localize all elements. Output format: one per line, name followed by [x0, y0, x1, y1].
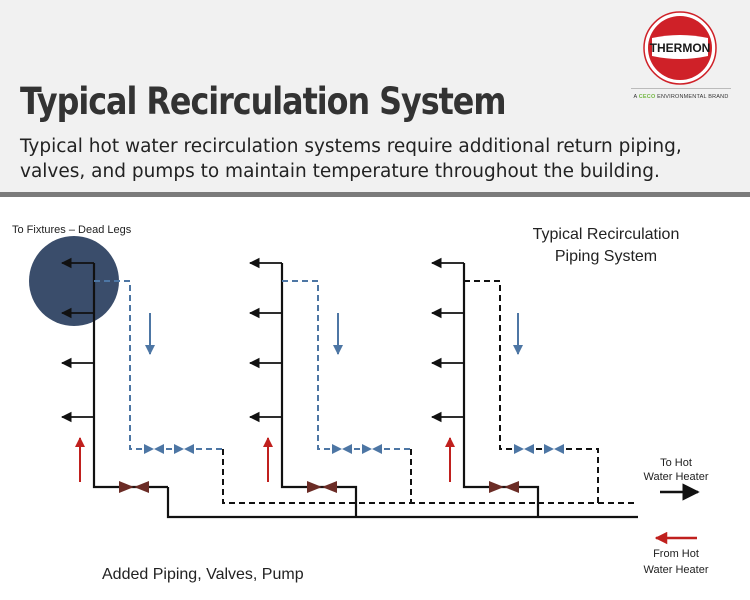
return-valves-icon [332, 444, 382, 454]
added-piping-label: Added Piping, Valves, Pump [102, 566, 304, 583]
return-valves-icon [514, 444, 564, 454]
return-pipe-black [464, 280, 599, 504]
system-title-line1: Typical Recirculation [533, 226, 680, 243]
thermon-logo: THERMON [643, 11, 717, 85]
from-heater-label-line1: From Hot [653, 548, 699, 560]
main-supply-pipe [166, 487, 638, 519]
return-pipe-black [222, 449, 538, 504]
riser-2 [248, 257, 412, 517]
to-heater-label-line1: To Hot [660, 457, 692, 469]
brand-tagline: A CECO ENVIRONMENTAL BRAND [633, 94, 729, 100]
valve-icon [489, 481, 519, 493]
page-title: Typical Recirculation System [20, 80, 507, 123]
to-heater-label-line2: Water Heater [643, 471, 708, 483]
page-subtitle: Typical hot water recirculation systems … [20, 136, 682, 182]
valve-icon [307, 481, 337, 493]
from-heater-label-line2: Water Heater [643, 564, 708, 576]
riser-1 [60, 257, 538, 504]
valve-icon [119, 481, 149, 493]
brand-name: THERMON [650, 41, 711, 55]
recirculation-diagram: To Fixtures – Dead Legs Typical Recircul… [12, 224, 709, 583]
return-valves-icon [144, 444, 194, 454]
header: Typical Recirculation System Typical hot… [0, 0, 750, 192]
dead-legs-highlight [29, 236, 119, 326]
header-divider [0, 192, 750, 197]
riser-3 [430, 257, 599, 517]
return-pipe [94, 280, 223, 450]
brand-divider [631, 88, 731, 89]
return-pipe [282, 280, 411, 450]
system-title-line2: Piping System [555, 248, 657, 265]
dead-legs-label: To Fixtures – Dead Legs [12, 224, 132, 236]
